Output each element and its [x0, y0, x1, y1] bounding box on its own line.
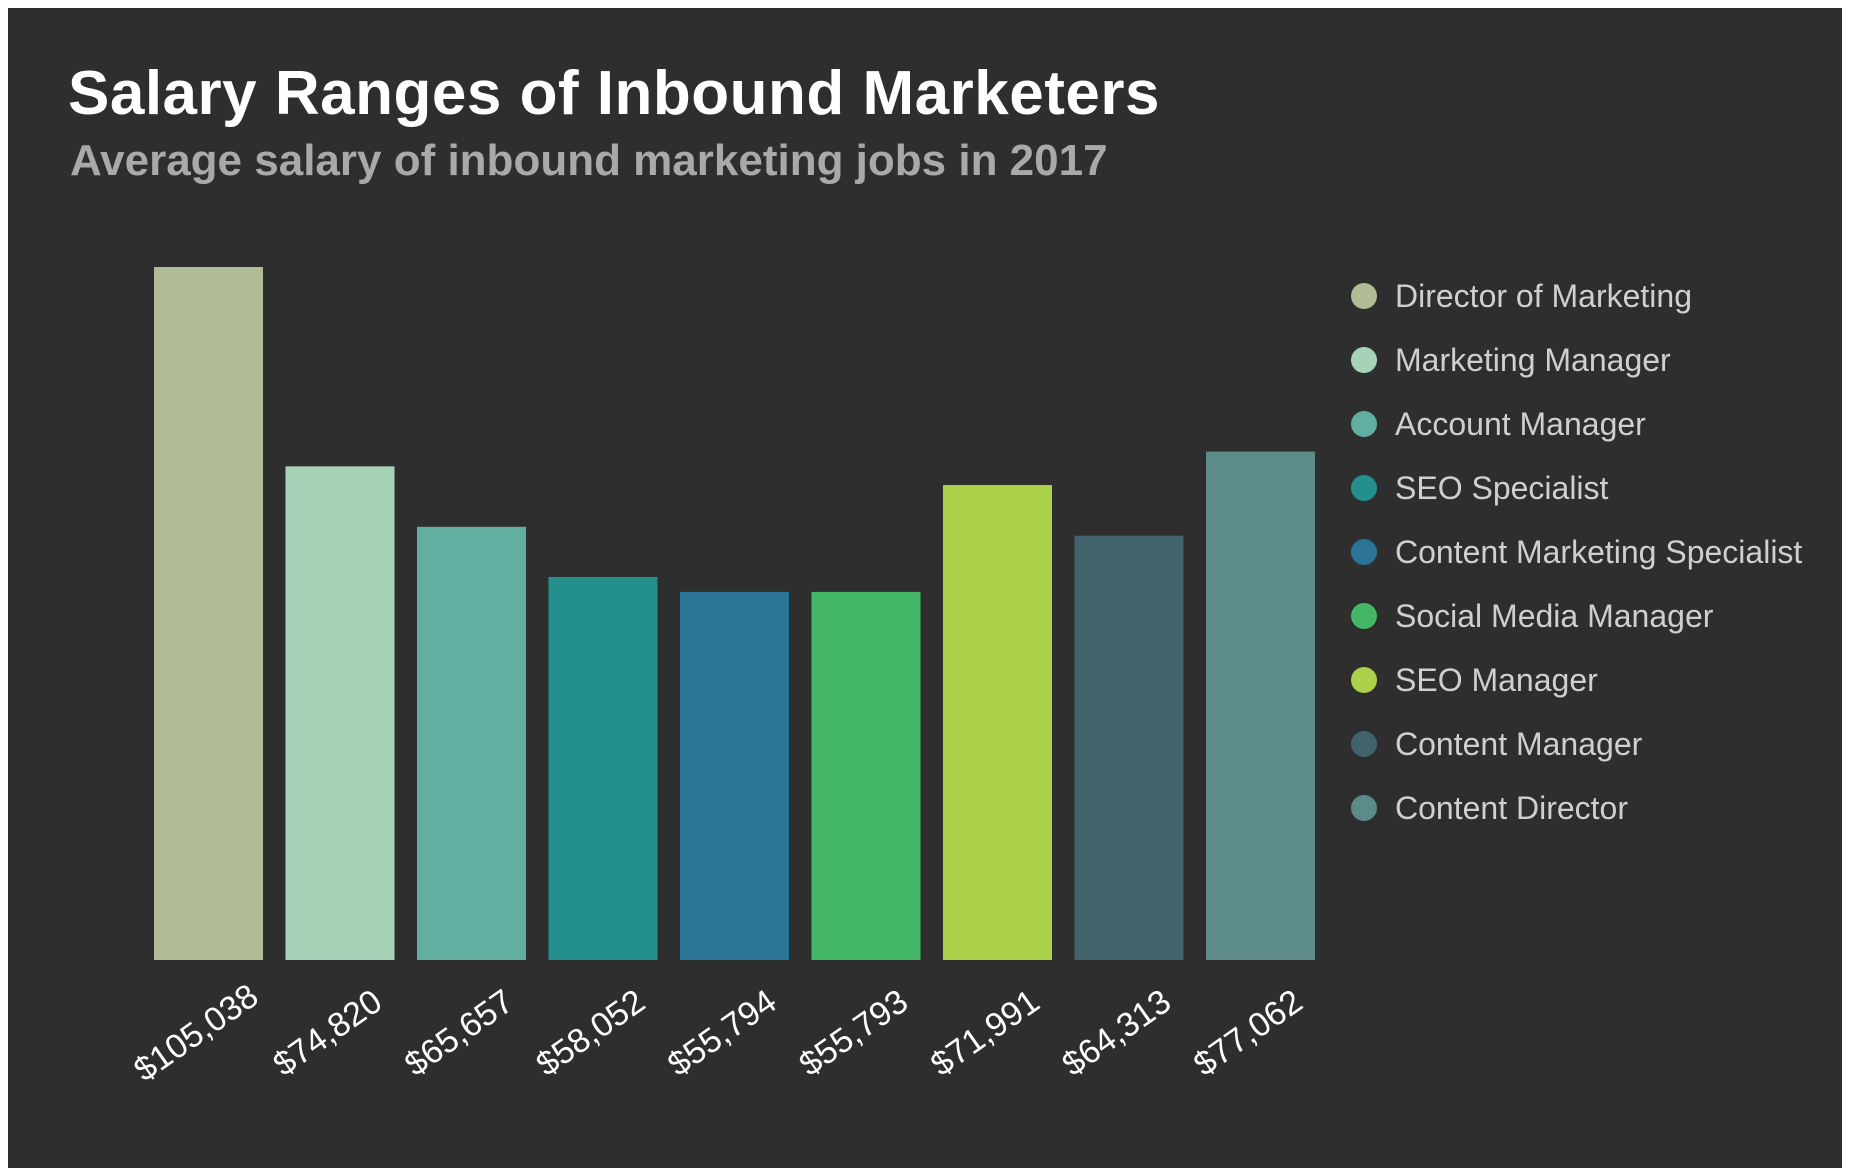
legend-label-7: SEO Manager: [1395, 662, 1598, 698]
bar-6: [811, 591, 921, 960]
legend-label-5: Content Marketing Specialist: [1395, 534, 1802, 570]
bars-group: [154, 267, 1315, 960]
chart-title: Salary Ranges of Inbound Marketers: [68, 59, 1160, 128]
value-label-7: $71,991: [924, 982, 1046, 1084]
legend-swatch-9: [1351, 795, 1377, 821]
legend-swatch-7: [1351, 667, 1377, 693]
bar-3: [417, 526, 526, 960]
legend-label-8: Content Manager: [1395, 726, 1643, 762]
value-labels-group: $105,038 $74,820 $65,657 $58,052 $55,794 $55,…: [127, 977, 1309, 1089]
value-label-3: $65,657: [398, 982, 520, 1084]
legend-label-6: Social Media Manager: [1395, 598, 1714, 634]
value-label-5: $55,794: [661, 982, 783, 1084]
legend-swatch-5: [1351, 539, 1377, 565]
value-label-1: $105,038: [127, 977, 265, 1089]
bar-8: [1074, 535, 1184, 960]
bar-4: [548, 576, 658, 960]
legend-label-1: Director of Marketing: [1395, 278, 1692, 314]
value-label-6: $55,793: [792, 982, 914, 1084]
legend-swatch-1: [1351, 283, 1377, 309]
legend-label-4: SEO Specialist: [1395, 470, 1609, 506]
legend-swatch-4: [1351, 475, 1377, 501]
value-label-8: $64,313: [1055, 982, 1177, 1084]
legend-swatch-2: [1351, 347, 1377, 373]
value-label-2: $74,820: [266, 982, 388, 1084]
bar-5: [680, 591, 789, 960]
legend: Director of Marketing Marketing Manager Ac…: [1351, 278, 1802, 826]
bar-2: [285, 466, 395, 960]
value-label-4: $58,052: [529, 982, 651, 1084]
legend-swatch-6: [1351, 603, 1377, 629]
bar-1: [154, 267, 263, 960]
legend-label-9: Content Director: [1395, 790, 1628, 826]
legend-label-3: Account Manager: [1395, 406, 1646, 442]
value-label-9: $77,062: [1187, 982, 1309, 1084]
bar-7: [943, 485, 1052, 960]
chart-subtitle: Average salary of inbound marketing jobs…: [70, 136, 1108, 185]
legend-label-2: Marketing Manager: [1395, 342, 1671, 378]
legend-swatch-8: [1351, 731, 1377, 757]
legend-swatch-3: [1351, 411, 1377, 437]
bar-9: [1206, 451, 1315, 960]
